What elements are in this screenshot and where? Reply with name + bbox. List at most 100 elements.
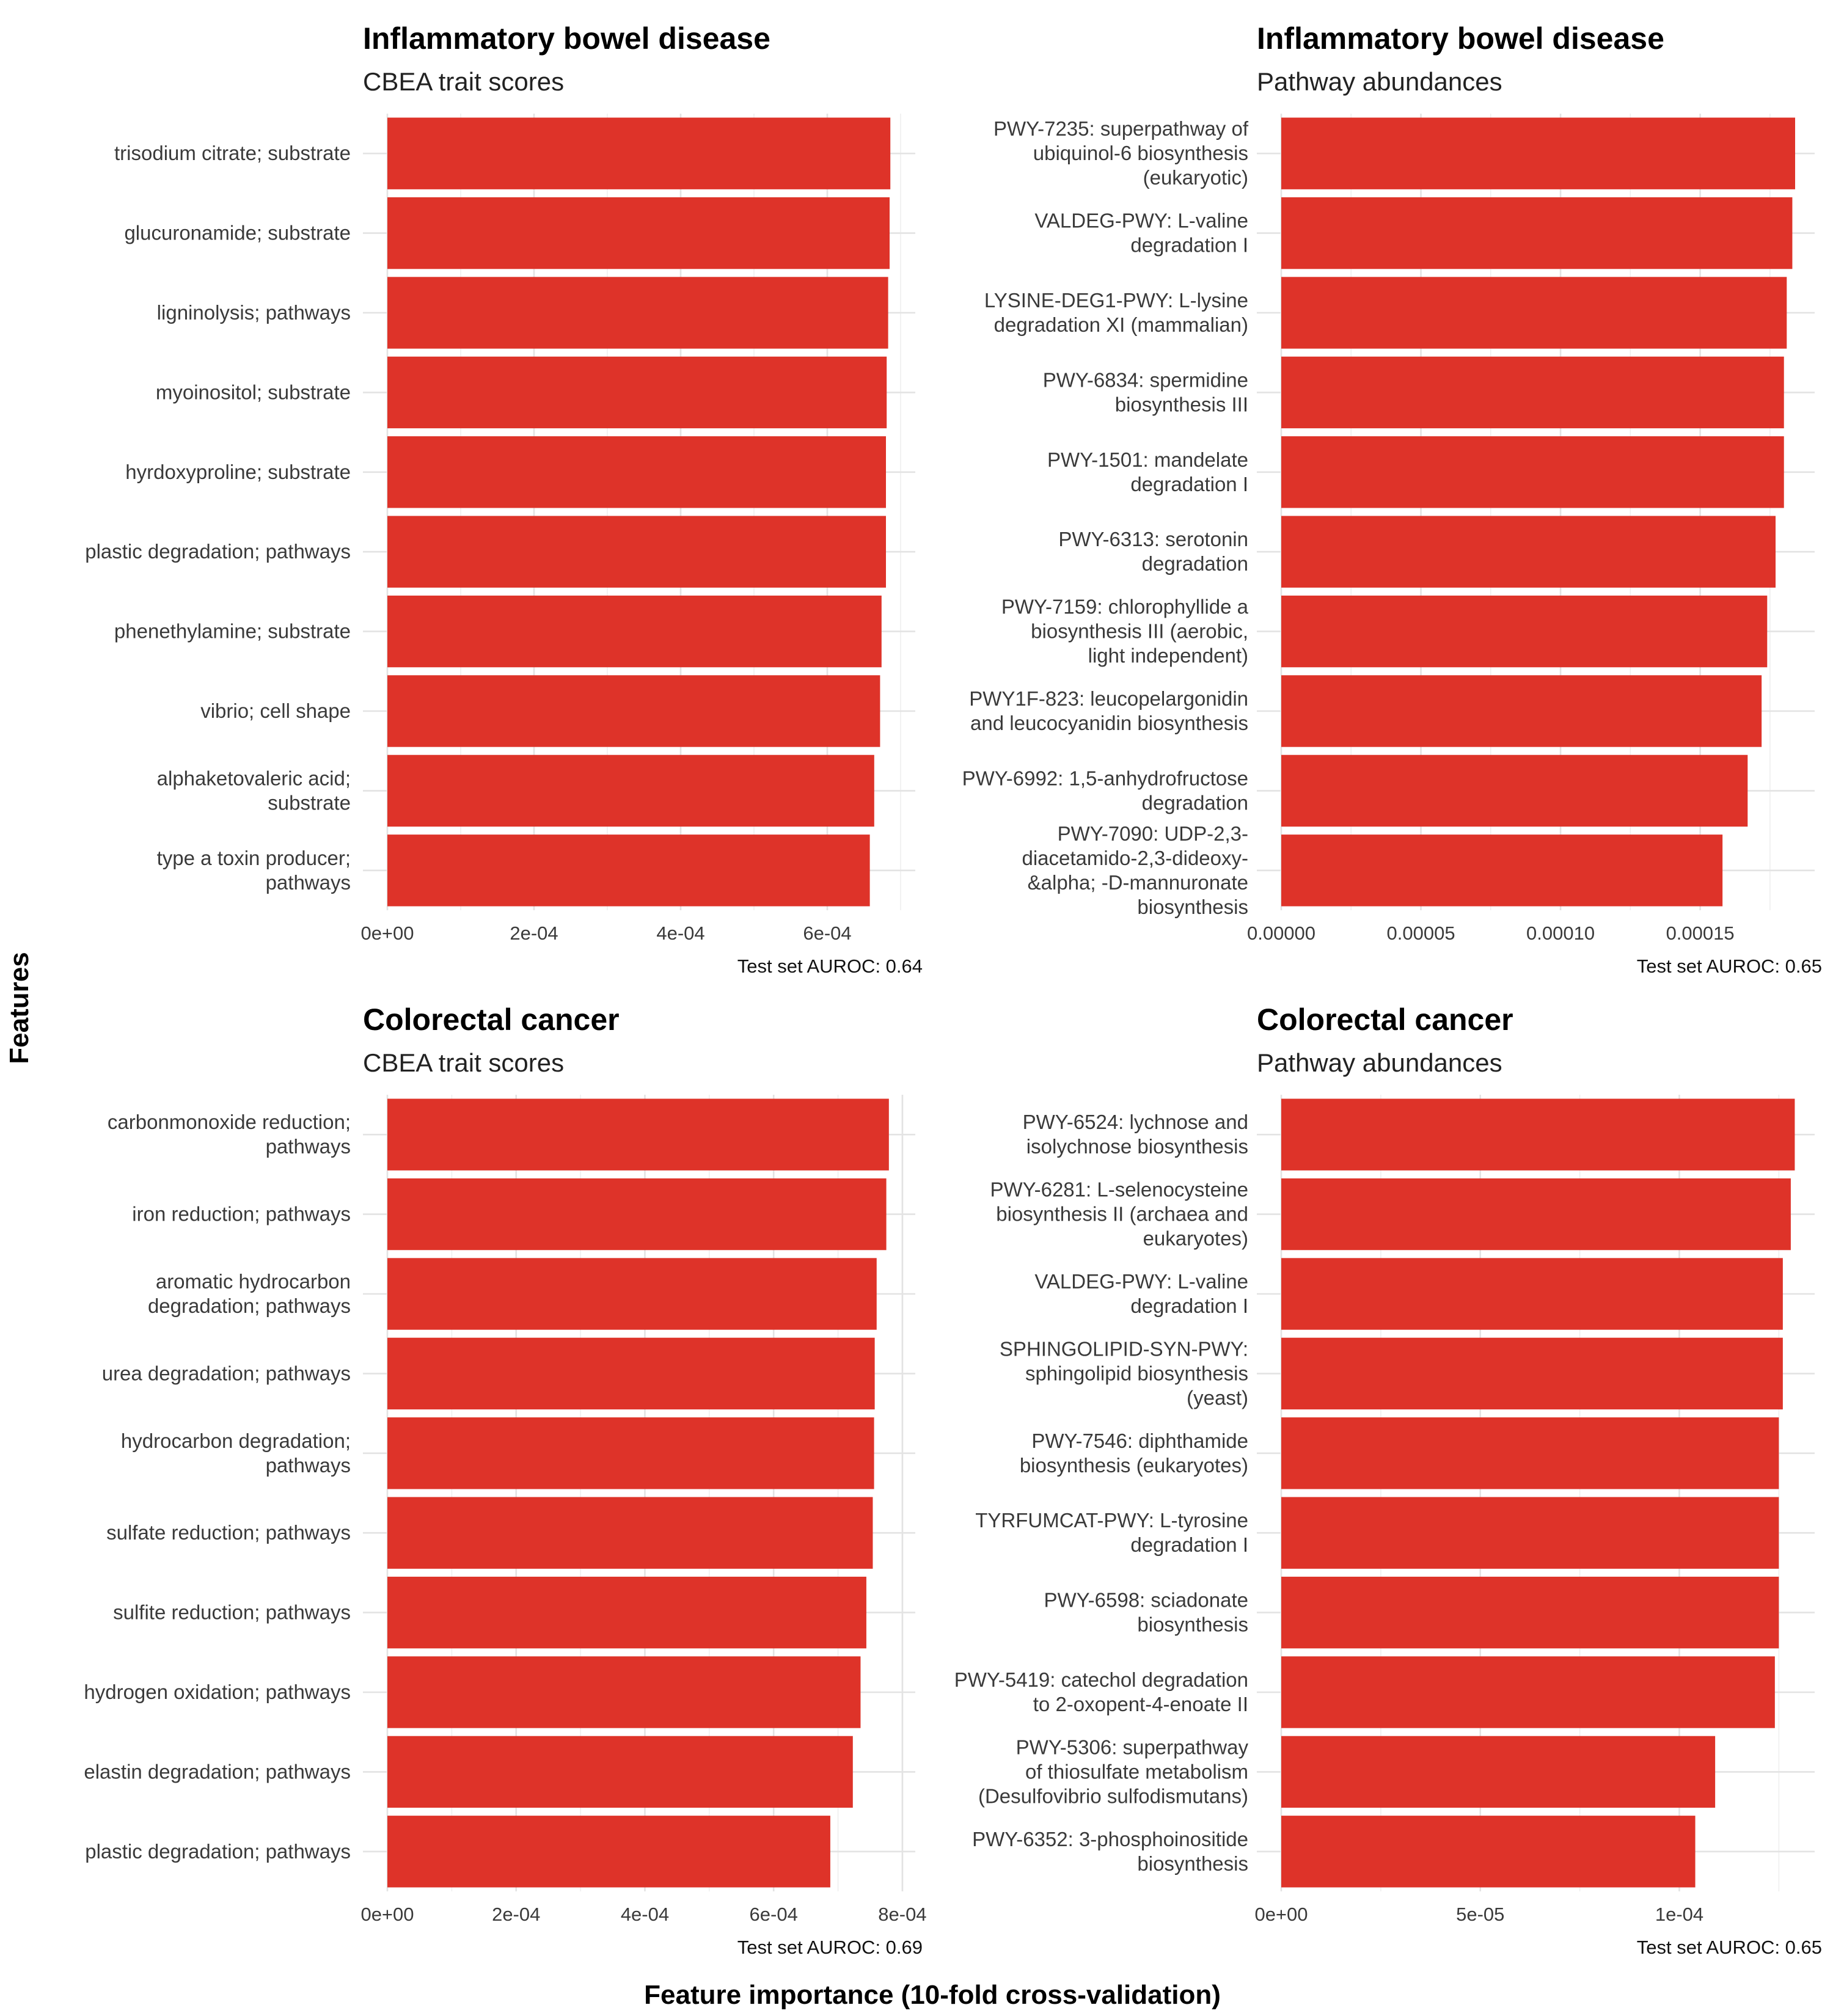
category-label: PWY-6524: lychnose and isolychnose biosyn… bbox=[1023, 1111, 1248, 1158]
bar-8 bbox=[1281, 675, 1762, 747]
panel-3: carbonmonoxide reduction; pathways iron re… bbox=[84, 1003, 926, 1958]
x-tick-label: 2e-04 bbox=[510, 922, 558, 944]
category-label: plastic degradation; pathways bbox=[85, 1840, 351, 1863]
category-label: glucuronamide; substrate bbox=[124, 222, 351, 244]
panel-2: PWY-7235: superpathway of ubiquinol-6 bio… bbox=[962, 21, 1822, 977]
x-axis-title: Feature importance (10-fold cross-valida… bbox=[644, 1980, 1221, 2010]
panel-title: Colorectal cancer bbox=[363, 1003, 620, 1037]
panel-title: Colorectal cancer bbox=[1257, 1003, 1513, 1037]
x-tick-label: 1e-04 bbox=[1655, 1904, 1703, 1925]
bar-6 bbox=[387, 516, 886, 588]
category-label: PWY-7235: superpathway of ubiquinol-6 bio… bbox=[993, 117, 1249, 189]
panel-subtitle: CBEA trait scores bbox=[363, 1048, 564, 1077]
category-label: sulfate reduction; pathways bbox=[106, 1521, 351, 1544]
category-label: PWY-1501: mandelate degradation I bbox=[1047, 448, 1248, 495]
category-label: PWY-6598: sciadonate biosynthesis bbox=[1044, 1589, 1249, 1636]
category-label: hydrocarbon degradation; pathways bbox=[121, 1430, 351, 1477]
bar-6 bbox=[1281, 516, 1776, 588]
category-label: VALDEG-PWY: L-valine degradation I bbox=[1034, 1270, 1248, 1317]
category-label: vibrio; cell shape bbox=[200, 699, 351, 722]
bar-3 bbox=[387, 277, 888, 349]
bar-8 bbox=[387, 675, 880, 747]
x-tick-label: 0.00015 bbox=[1666, 922, 1735, 944]
x-tick-label: 4e-04 bbox=[621, 1904, 669, 1925]
x-tick-label: 0.00005 bbox=[1387, 922, 1455, 944]
panel-subtitle: Pathway abundances bbox=[1257, 67, 1502, 96]
category-label: PWY-6313: serotonin degradation bbox=[1058, 528, 1248, 575]
category-label: PWY-7546: diphthamide biosynthesis (eukar… bbox=[1020, 1430, 1248, 1477]
category-label: PWY-5419: catechol degradation to 2-oxope… bbox=[954, 1668, 1248, 1715]
bar-2 bbox=[387, 1178, 887, 1251]
x-tick-label: 0e+00 bbox=[360, 1904, 414, 1925]
x-tick-label: 0e+00 bbox=[1254, 1904, 1308, 1925]
category-label: iron reduction; pathways bbox=[132, 1203, 351, 1225]
category-label: PWY-6992: 1,5-anhydrofructose degradation bbox=[962, 767, 1248, 814]
category-label: PWY-7090: UDP-2,3-diacetamido-2,3-dideox… bbox=[1022, 822, 1248, 918]
x-tick-label: 2e-04 bbox=[492, 1904, 540, 1925]
bar-3 bbox=[387, 1258, 877, 1330]
auroc-caption: Test set AUROC: 0.69 bbox=[737, 1937, 923, 1958]
bar-7 bbox=[387, 595, 882, 668]
category-label: aromatic hydrocarbon degradation; pathway… bbox=[148, 1270, 351, 1317]
category-label: phenethylamine; substrate bbox=[114, 620, 351, 643]
bar-6 bbox=[1281, 1497, 1779, 1569]
x-tick-label: 0.00010 bbox=[1526, 922, 1595, 944]
panel-title: Inflammatory bowel disease bbox=[1257, 21, 1664, 56]
bar-3 bbox=[1281, 1258, 1783, 1330]
bar-10 bbox=[387, 835, 870, 907]
category-label: SPHINGOLIPID-SYN-PWY: sphingolipid biosyn… bbox=[1000, 1337, 1248, 1409]
bar-10 bbox=[1281, 1816, 1696, 1888]
bar-3 bbox=[1281, 277, 1787, 349]
bar-1 bbox=[387, 117, 891, 189]
bar-7 bbox=[1281, 1576, 1779, 1649]
bar-5 bbox=[387, 436, 886, 508]
panel-subtitle: CBEA trait scores bbox=[363, 67, 564, 96]
auroc-caption: Test set AUROC: 0.64 bbox=[737, 955, 923, 977]
category-label: PWY1F-823: leucopelargonidin and leucocya… bbox=[969, 687, 1248, 734]
panel-1: trisodium citrate; substrate glucuronamid… bbox=[85, 21, 923, 977]
bar-2 bbox=[387, 197, 890, 269]
bar-8 bbox=[1281, 1656, 1775, 1728]
category-label: elastin degradation; pathways bbox=[84, 1760, 351, 1783]
bar-5 bbox=[1281, 436, 1784, 508]
x-tick-label: 6e-04 bbox=[750, 1904, 798, 1925]
bar-9 bbox=[387, 754, 874, 827]
category-label: urea degradation; pathways bbox=[102, 1362, 351, 1384]
bar-2 bbox=[1281, 1178, 1791, 1251]
category-label: hyrdoxyproline; substrate bbox=[125, 461, 351, 483]
category-label: PWY-6281: L-selenocysteine biosynthesis I… bbox=[990, 1178, 1248, 1250]
bar-2 bbox=[1281, 197, 1793, 269]
category-label: LYSINE-DEG1-PWY: L-lysine degradation XI … bbox=[984, 289, 1248, 336]
category-label: TYRFUMCAT-PWY: L-tyrosine degradation I bbox=[975, 1509, 1248, 1556]
bar-7 bbox=[1281, 595, 1768, 668]
category-label: alphaketovaleric acid; substrate bbox=[157, 767, 351, 814]
bar-5 bbox=[1281, 1417, 1779, 1489]
category-label: carbonmonoxide reduction; pathways bbox=[108, 1111, 351, 1158]
y-axis-title: Features bbox=[4, 952, 34, 1064]
bar-5 bbox=[387, 1417, 874, 1489]
x-tick-label: 8e-04 bbox=[878, 1904, 926, 1925]
auroc-caption: Test set AUROC: 0.65 bbox=[1637, 1937, 1822, 1958]
category-label: type a toxin producer; pathways bbox=[157, 847, 351, 894]
category-label: sulfite reduction; pathways bbox=[113, 1601, 351, 1624]
category-label: PWY-6834: spermidine biosynthesis III bbox=[1043, 368, 1248, 415]
bar-6 bbox=[387, 1497, 873, 1569]
category-label: hydrogen oxidation; pathways bbox=[84, 1681, 351, 1703]
bar-9 bbox=[1281, 1736, 1716, 1808]
panel-title: Inflammatory bowel disease bbox=[363, 21, 770, 56]
category-label: plastic degradation; pathways bbox=[85, 540, 351, 563]
bar-8 bbox=[387, 1656, 861, 1728]
bar-10 bbox=[1281, 835, 1723, 907]
category-label: PWY-7159: chlorophyllide a biosynthesis I… bbox=[1001, 596, 1249, 667]
x-tick-label: 4e-04 bbox=[656, 922, 704, 944]
bar-4 bbox=[387, 1337, 875, 1410]
bar-9 bbox=[387, 1736, 853, 1808]
panel-subtitle: Pathway abundances bbox=[1257, 1048, 1502, 1077]
bar-7 bbox=[387, 1576, 866, 1649]
x-tick-label: 6e-04 bbox=[803, 922, 851, 944]
category-label: ligninolysis; pathways bbox=[157, 301, 351, 324]
category-label: trisodium citrate; substrate bbox=[114, 142, 351, 164]
category-label: PWY-6352: 3-phosphoinositide biosynthesis bbox=[972, 1828, 1248, 1875]
bar-4 bbox=[1281, 356, 1784, 429]
